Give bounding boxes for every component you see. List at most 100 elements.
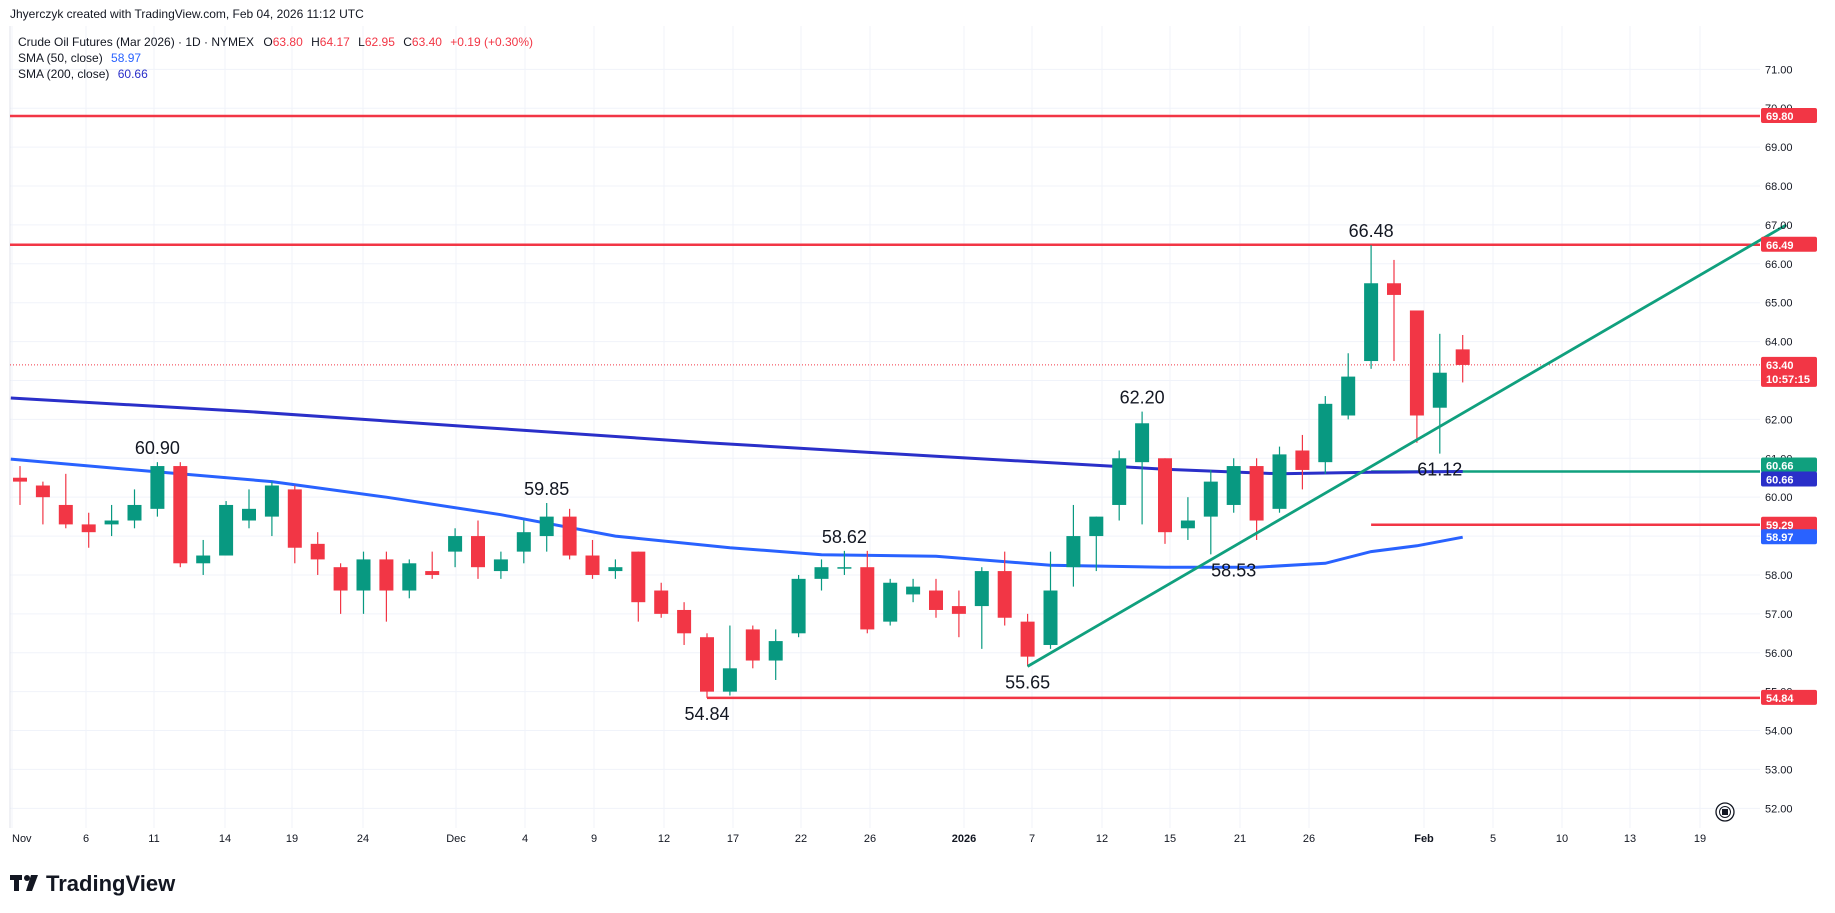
candle-body	[1226, 466, 1241, 505]
candle-body	[35, 485, 50, 498]
price-badges: 69.8066.4963.4010:57:1560.6660.6659.2958…	[1761, 108, 1817, 705]
legend-high-label: H	[311, 35, 320, 49]
price-annotations: 60.90 59.85 54.84 58.62 55.65 62.20 58.53 66.48…	[135, 221, 1462, 724]
candle-body	[860, 567, 875, 630]
candle-body	[585, 555, 600, 575]
candle-body	[1295, 450, 1310, 470]
price-badge-label: 69.80	[1766, 111, 1794, 123]
legend-low-label: L	[358, 35, 365, 49]
candle-body	[264, 485, 279, 517]
candle	[219, 501, 234, 556]
candle-body	[1112, 458, 1127, 505]
candle-body	[448, 536, 463, 552]
x-tick-label: Nov	[12, 833, 32, 845]
candle-body	[1318, 403, 1333, 463]
time-axis[interactable]: Nov 6 11 14 19 24 Dec 4 9 12 17 22 26 2026 7 12 15 21 26 Fe…	[12, 833, 1706, 845]
legend-sma50-value: 58.97	[111, 51, 141, 65]
candle-body	[1432, 372, 1447, 408]
x-tick-label: 6	[83, 833, 89, 845]
candle-body	[471, 536, 485, 568]
candle-body	[81, 524, 96, 533]
x-tick-label: 7	[1029, 833, 1035, 845]
candle	[1089, 516, 1104, 572]
candle	[81, 512, 96, 548]
price-badge-bg	[1761, 457, 1817, 473]
legend-open-label: O	[263, 35, 272, 49]
legend-ohlc: Crude Oil Futures (Mar 2026) · 1D · NYME…	[18, 35, 533, 49]
trendline-line	[1026, 223, 1787, 668]
candle	[722, 625, 737, 696]
legend-change: +0.19 (+0.30%)	[450, 35, 533, 49]
price-badge: 59.29	[1761, 516, 1817, 532]
price-badge: 69.80	[1761, 108, 1817, 124]
x-tick-label: 11	[148, 833, 159, 845]
candle	[1226, 458, 1241, 513]
candle	[654, 582, 669, 618]
brand-name: TradingView	[46, 871, 176, 896]
candle	[1066, 504, 1081, 587]
y-tick-label: 60.00	[1765, 492, 1793, 504]
y-tick-label: 65.00	[1765, 298, 1793, 310]
price-badge: 66.49	[1761, 236, 1817, 252]
price-badge: 60.66	[1761, 457, 1817, 473]
x-tick-label: Feb	[1414, 833, 1434, 845]
candle	[1432, 333, 1447, 454]
candle	[997, 551, 1012, 626]
candle	[104, 504, 119, 537]
candlesticks	[13, 245, 1470, 698]
candle	[677, 602, 692, 645]
candle-body	[791, 578, 806, 634]
candle	[264, 481, 279, 537]
x-tick-label: 19	[286, 833, 298, 845]
x-tick-label: 22	[795, 833, 807, 845]
candle	[379, 551, 394, 622]
candle	[196, 539, 211, 575]
sma50-line	[10, 457, 1463, 569]
candle	[974, 567, 989, 649]
x-tick-label: Dec	[446, 833, 466, 845]
candle	[1341, 353, 1356, 420]
y-tick-label: 52.00	[1765, 803, 1793, 815]
y-tick-label: 53.00	[1765, 764, 1793, 776]
candle	[13, 466, 27, 505]
candle-body	[150, 466, 165, 509]
price-badge-bg	[1761, 356, 1817, 387]
reset-scale-icon[interactable]	[1715, 802, 1735, 822]
candle-body	[1135, 423, 1150, 463]
candle	[1295, 434, 1310, 490]
x-tick-label: 15	[1164, 833, 1176, 845]
price-badge: 63.40 10:57:15	[1761, 356, 1817, 387]
candle-body	[745, 629, 760, 661]
candle-body	[242, 508, 256, 521]
legend-sma200[interactable]: SMA (200, close) 60.66	[18, 67, 148, 81]
candle-body	[951, 606, 966, 614]
candle	[631, 551, 646, 622]
price-badge-bg	[1761, 471, 1817, 487]
legend-close-value: 63.40	[412, 35, 442, 49]
candle-body	[1180, 520, 1195, 529]
y-tick-label: 67.00	[1765, 220, 1793, 232]
candle-body	[1455, 349, 1470, 365]
price-badge-bg	[1761, 108, 1817, 124]
candle-body	[425, 571, 440, 575]
candle-body	[333, 567, 348, 591]
x-tick-label: 2026	[952, 833, 976, 845]
price-badge-label: 60.66	[1766, 475, 1794, 487]
legend-sma50[interactable]: SMA (50, close) 58.97	[18, 51, 141, 65]
candle-body	[1043, 590, 1058, 645]
candle-body	[906, 586, 921, 595]
candle	[1043, 551, 1058, 649]
candle	[402, 559, 417, 599]
price-annotation: 58.62	[822, 527, 867, 547]
y-tick-label: 56.00	[1765, 648, 1793, 660]
candle-body	[677, 609, 692, 634]
x-tick-label: 19	[1694, 833, 1706, 845]
tradingview-logo-icon	[10, 875, 38, 891]
price-badge-bg	[1761, 689, 1817, 705]
candle-body	[700, 637, 714, 692]
x-tick-label: 4	[522, 833, 528, 845]
candle	[356, 551, 371, 614]
candle-body	[608, 567, 623, 572]
x-tick-label: 13	[1624, 833, 1636, 845]
